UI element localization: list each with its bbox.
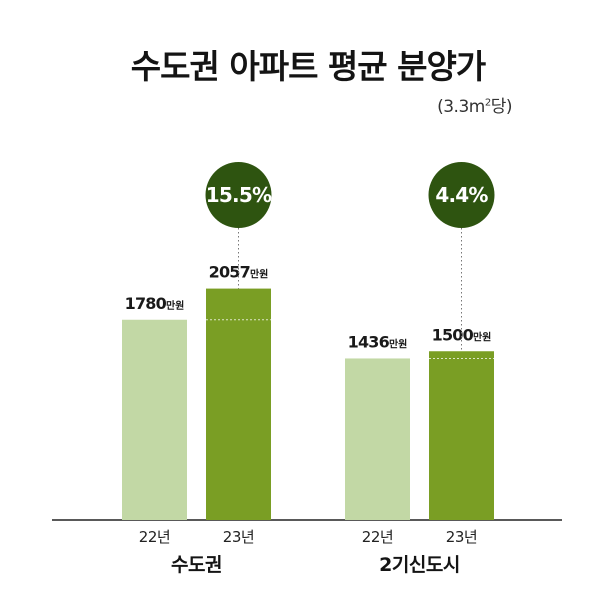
change-badge — [205, 162, 272, 228]
year-tick-label: 23년 — [223, 528, 254, 546]
change-badge-label: 15.5% — [206, 183, 272, 207]
bar-value-label: 1780만원 — [125, 294, 185, 313]
group-label: 수도권 — [171, 554, 222, 576]
bar-0-0 — [122, 319, 187, 520]
chart-subtitle: (3.3m2당) — [437, 97, 512, 117]
year-tick-label: 22년 — [139, 528, 170, 546]
bar-value-label: 2057만원 — [209, 263, 269, 282]
bar-1-0 — [345, 358, 410, 520]
bar-1-1 — [429, 351, 494, 520]
bar-value-label: 1436만원 — [348, 332, 408, 351]
change-badge-label: 4.4% — [435, 183, 488, 207]
year-tick-label: 23년 — [446, 528, 477, 546]
year-tick-label: 22년 — [362, 528, 393, 546]
change-badge — [428, 162, 495, 228]
group-label: 2기신도시 — [379, 554, 460, 576]
bar-value-label: 1500만원 — [432, 325, 492, 344]
chart-title: 수도권 아파트 평균 분양가 — [130, 47, 486, 86]
bar-0-1 — [206, 288, 271, 520]
